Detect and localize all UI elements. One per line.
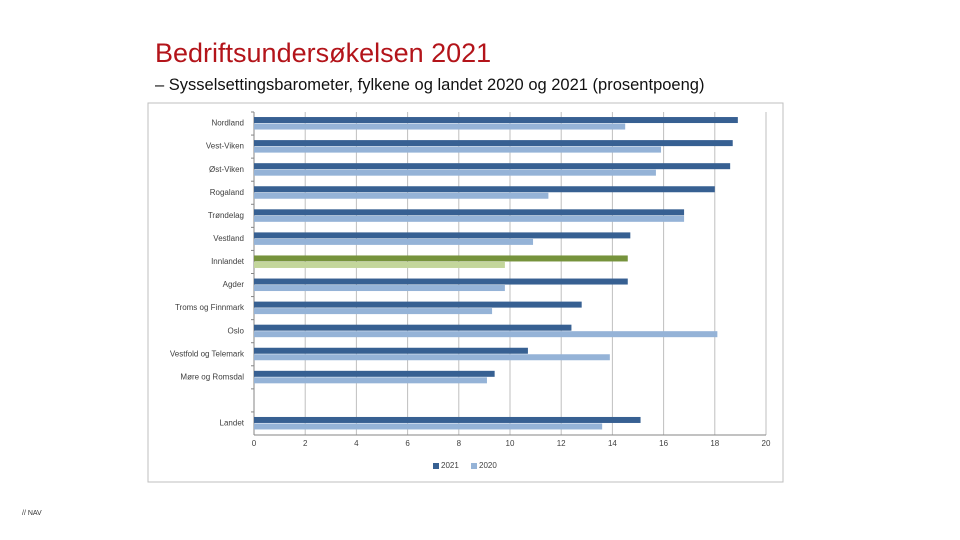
bar <box>254 192 549 199</box>
bar <box>254 163 731 170</box>
bar <box>254 209 685 216</box>
x-tick-label: 0 <box>252 439 257 448</box>
bar <box>254 232 631 239</box>
bar <box>254 278 628 285</box>
bar <box>254 123 626 130</box>
bar <box>254 331 718 338</box>
y-tick-label: Oslo <box>228 326 245 335</box>
bar <box>254 140 733 147</box>
y-tick-label: Landet <box>220 419 245 428</box>
footer: // NAV <box>22 510 42 517</box>
legend-swatch <box>433 463 439 469</box>
bar <box>254 423 603 430</box>
bar <box>254 308 493 315</box>
x-tick-label: 16 <box>659 439 668 448</box>
bar <box>254 238 534 245</box>
bar <box>254 347 528 354</box>
bar <box>254 354 610 361</box>
bar <box>254 215 685 222</box>
y-tick-label: Møre og Romsdal <box>180 372 244 381</box>
bar <box>254 377 487 384</box>
bar <box>254 324 572 331</box>
y-tick-label: Nordland <box>212 119 244 128</box>
x-tick-label: 10 <box>506 439 515 448</box>
bar <box>254 169 656 176</box>
bar <box>254 117 738 124</box>
y-tick-label: Vestland <box>213 234 244 243</box>
x-tick-label: 18 <box>710 439 719 448</box>
y-tick-label: Øst-Viken <box>209 165 244 174</box>
y-tick-label: Vest-Viken <box>206 142 244 151</box>
y-tick-label: Troms og Finnmark <box>175 303 245 312</box>
x-tick-label: 6 <box>405 439 410 448</box>
y-tick-label: Trøndelag <box>208 211 244 220</box>
x-tick-label: 12 <box>557 439 566 448</box>
bar <box>254 255 628 262</box>
y-tick-label: Agder <box>223 280 245 289</box>
bar <box>254 370 495 377</box>
legend-label: 2020 <box>479 461 497 470</box>
legend-label: 2021 <box>441 461 459 470</box>
bar <box>254 261 505 268</box>
bar <box>254 301 582 308</box>
x-tick-label: 4 <box>354 439 359 448</box>
bar <box>254 186 715 193</box>
x-tick-label: 8 <box>457 439 462 448</box>
y-tick-label: Innlandet <box>211 257 245 266</box>
y-tick-label: Vestfold og Telemark <box>170 349 245 358</box>
bar <box>254 146 662 153</box>
x-tick-label: 2 <box>303 439 308 448</box>
slide-subtitle: – Sysselsettingsbarometer, fylkene og la… <box>155 76 705 94</box>
slide-title: Bedriftsundersøkelsen 2021 <box>155 38 492 68</box>
x-tick-label: 14 <box>608 439 617 448</box>
y-tick-label: Rogaland <box>210 188 244 197</box>
x-tick-label: 20 <box>762 439 771 448</box>
bar <box>254 285 505 292</box>
legend-swatch <box>471 463 477 469</box>
bar <box>254 416 641 423</box>
